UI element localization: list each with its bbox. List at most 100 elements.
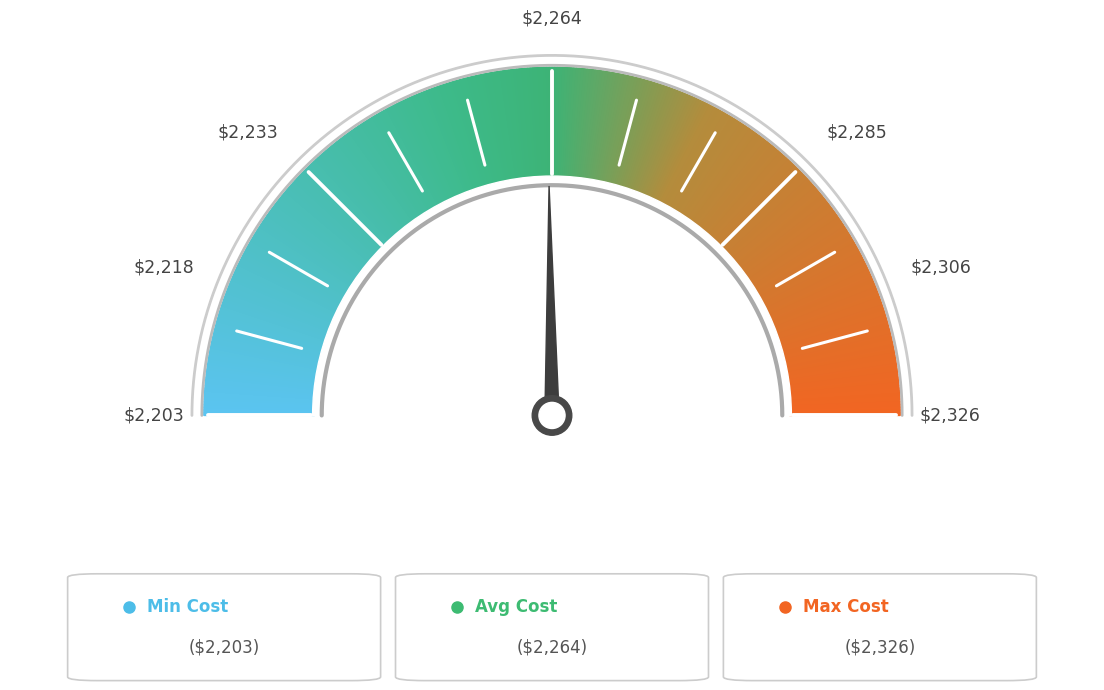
Wedge shape (742, 206, 832, 275)
Wedge shape (216, 318, 325, 351)
Wedge shape (567, 68, 576, 179)
Wedge shape (211, 342, 320, 367)
Wedge shape (648, 97, 696, 199)
Wedge shape (310, 164, 389, 245)
Wedge shape (671, 115, 730, 211)
Wedge shape (741, 204, 830, 273)
Text: $2,203: $2,203 (124, 406, 184, 424)
Wedge shape (255, 231, 351, 291)
Wedge shape (786, 358, 896, 378)
Wedge shape (784, 339, 892, 366)
Wedge shape (341, 137, 410, 227)
Wedge shape (607, 77, 636, 185)
Wedge shape (651, 99, 700, 201)
Wedge shape (764, 260, 864, 311)
Wedge shape (618, 81, 651, 188)
Wedge shape (225, 293, 330, 333)
Wedge shape (215, 324, 323, 355)
Wedge shape (788, 383, 899, 395)
Wedge shape (787, 372, 898, 388)
Wedge shape (204, 402, 315, 408)
Wedge shape (498, 71, 517, 181)
Wedge shape (772, 282, 874, 326)
Wedge shape (470, 77, 498, 185)
Wedge shape (739, 200, 827, 270)
Wedge shape (746, 215, 838, 280)
Wedge shape (544, 68, 549, 178)
Wedge shape (339, 139, 408, 228)
Wedge shape (668, 112, 724, 209)
Wedge shape (654, 101, 703, 201)
Wedge shape (220, 310, 326, 346)
Wedge shape (210, 351, 319, 373)
Wedge shape (361, 123, 423, 217)
Wedge shape (489, 72, 511, 182)
Wedge shape (783, 331, 891, 360)
Wedge shape (729, 183, 814, 259)
Wedge shape (445, 83, 480, 190)
Wedge shape (641, 92, 686, 196)
FancyBboxPatch shape (395, 574, 709, 680)
Wedge shape (481, 74, 506, 183)
Wedge shape (686, 128, 750, 220)
Wedge shape (587, 71, 606, 181)
Wedge shape (789, 393, 900, 402)
Wedge shape (734, 191, 820, 264)
Circle shape (537, 400, 567, 431)
Wedge shape (779, 316, 887, 349)
Wedge shape (785, 351, 894, 373)
Wedge shape (725, 177, 808, 255)
Wedge shape (789, 410, 900, 413)
Circle shape (532, 395, 572, 435)
Wedge shape (439, 85, 477, 191)
Wedge shape (639, 92, 682, 195)
Wedge shape (591, 72, 612, 181)
Wedge shape (601, 75, 625, 184)
Wedge shape (237, 265, 338, 315)
Wedge shape (700, 144, 772, 231)
Wedge shape (752, 226, 846, 288)
Wedge shape (555, 68, 560, 178)
Wedge shape (277, 200, 365, 270)
Wedge shape (270, 208, 361, 276)
Wedge shape (561, 68, 569, 178)
Wedge shape (453, 81, 486, 188)
Wedge shape (286, 189, 371, 263)
Wedge shape (787, 366, 898, 384)
Wedge shape (206, 375, 316, 389)
Wedge shape (670, 113, 726, 210)
Wedge shape (320, 155, 395, 239)
Polygon shape (545, 186, 559, 415)
Wedge shape (634, 89, 675, 193)
Wedge shape (558, 68, 563, 178)
Wedge shape (323, 150, 397, 236)
Wedge shape (655, 101, 705, 202)
Wedge shape (580, 70, 596, 180)
Wedge shape (776, 303, 882, 340)
Wedge shape (230, 282, 332, 326)
Wedge shape (243, 253, 342, 306)
Text: $2,285: $2,285 (826, 124, 887, 141)
Wedge shape (204, 399, 315, 406)
Wedge shape (306, 167, 385, 248)
Wedge shape (661, 106, 715, 206)
Wedge shape (354, 128, 418, 220)
Wedge shape (627, 85, 665, 191)
Wedge shape (259, 224, 353, 286)
Wedge shape (584, 70, 601, 180)
Wedge shape (394, 104, 446, 204)
Wedge shape (602, 75, 628, 184)
Wedge shape (220, 308, 326, 344)
Wedge shape (718, 166, 796, 246)
Wedge shape (241, 257, 340, 309)
Wedge shape (267, 213, 359, 279)
Wedge shape (763, 255, 862, 308)
Wedge shape (223, 297, 329, 337)
Wedge shape (335, 142, 405, 230)
Wedge shape (636, 90, 678, 194)
Wedge shape (284, 191, 370, 264)
Wedge shape (546, 67, 550, 178)
Wedge shape (245, 248, 344, 303)
Wedge shape (788, 386, 899, 397)
Wedge shape (767, 267, 868, 316)
